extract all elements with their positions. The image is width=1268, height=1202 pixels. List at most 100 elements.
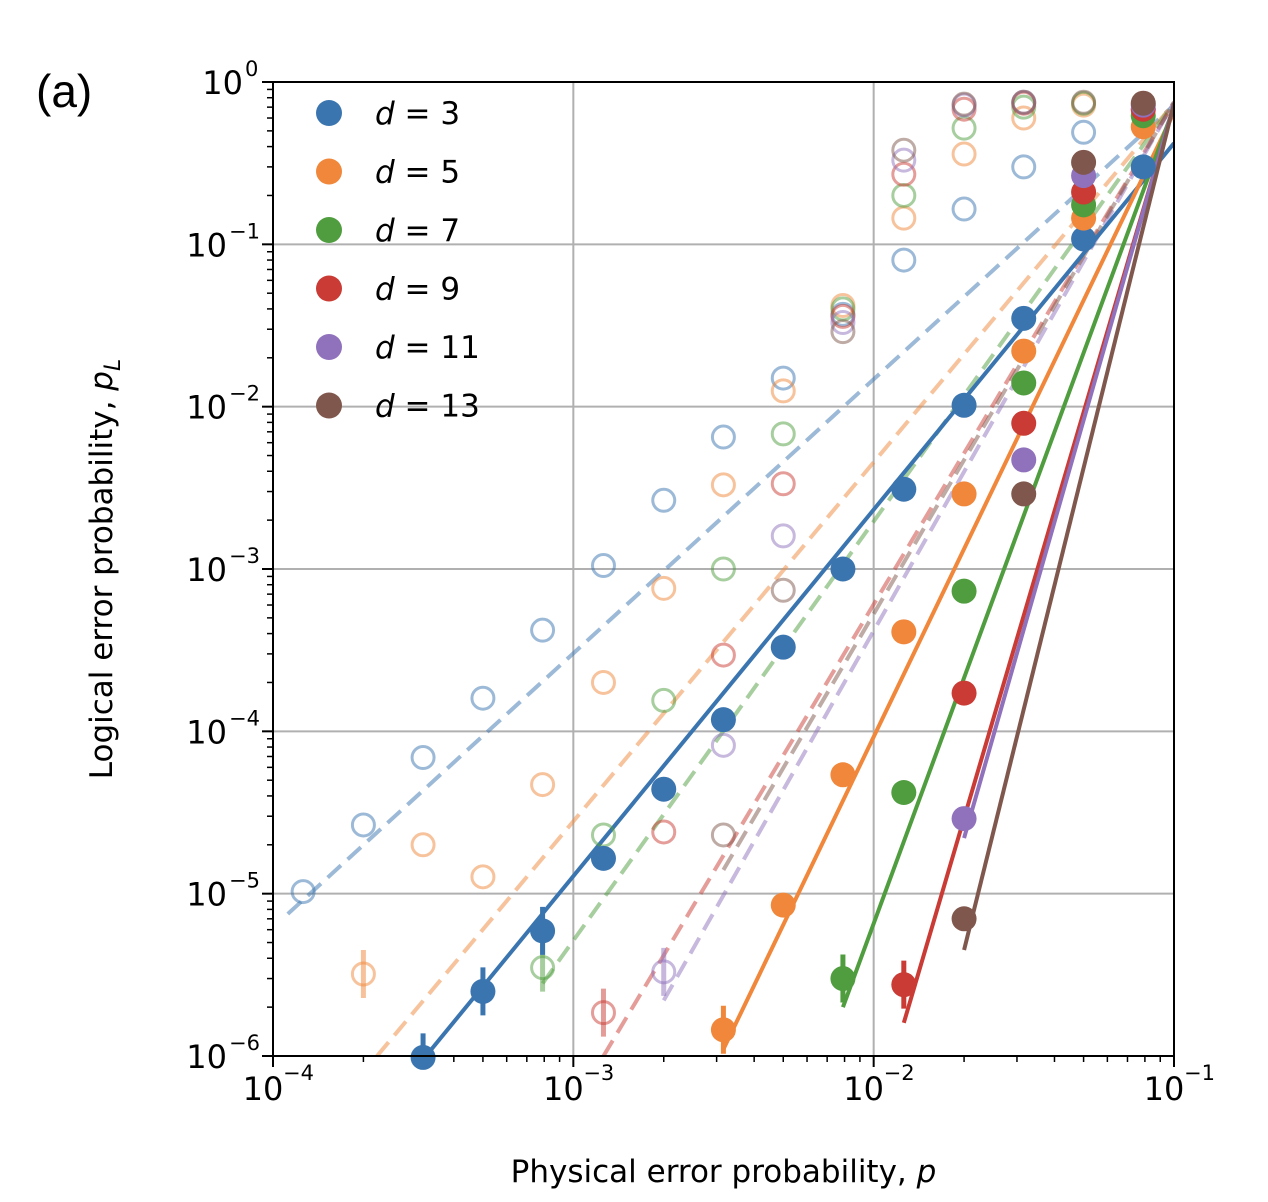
- x-tick-exponent: −2: [884, 1061, 915, 1085]
- open-marker: [710, 732, 736, 758]
- y-tick-base: 10: [186, 1038, 227, 1076]
- solid-fit-d5: [721, 111, 1174, 1051]
- filled-marker: [951, 906, 977, 932]
- dashed-fit-d3: [286, 103, 1174, 916]
- open-marker: [951, 91, 977, 117]
- legend-item-d7: d = 7: [316, 213, 460, 249]
- open-marker: [530, 955, 556, 981]
- legend-label: d = 9: [375, 272, 460, 308]
- y-tick-exponent: −3: [229, 544, 260, 568]
- legend-label: d = 5: [375, 155, 460, 191]
- filled-marker: [1011, 481, 1037, 507]
- legend-label: d = 7: [375, 213, 460, 249]
- legend-marker: [316, 334, 342, 360]
- legend-item-d11: d = 11: [316, 330, 480, 366]
- y-tick-base: 10: [186, 389, 227, 427]
- y-tick-label: 10 0: [202, 57, 258, 102]
- filled-marker: [1130, 154, 1156, 180]
- x-axis-label: Physical error probability, p: [511, 1154, 937, 1190]
- x-tick-exponent: −1: [1184, 1061, 1215, 1085]
- filled-marker: [951, 578, 977, 604]
- x-tick-label: 10 −2: [843, 1061, 914, 1108]
- y-tick-base: 10: [186, 551, 227, 589]
- x-tick-base: 10: [243, 1070, 284, 1108]
- filled-marker: [951, 392, 977, 418]
- filled-marker: [891, 972, 917, 998]
- open-marker: [710, 424, 736, 450]
- open-marker: [350, 961, 376, 987]
- filled-marker: [891, 476, 917, 502]
- filled-marker: [1011, 305, 1037, 331]
- filled-marker: [651, 776, 677, 802]
- legend-item-d13: d = 13: [316, 389, 480, 425]
- y-tick-exponent: 0: [245, 57, 258, 81]
- x-tick-base: 10: [543, 1070, 584, 1108]
- data-markers: [290, 89, 1156, 1070]
- open-marker: [470, 685, 496, 711]
- open-marker: [830, 303, 856, 329]
- x-tick-labels: 10 −4 10 −3 10 −2 10 −1: [243, 1061, 1215, 1108]
- x-tick-exponent: −4: [283, 1061, 314, 1085]
- y-tick-exponent: −2: [229, 382, 260, 406]
- open-marker: [1071, 119, 1097, 145]
- open-marker: [590, 822, 616, 848]
- dashed-fit-d13: [721, 101, 1174, 871]
- fit-lines: [286, 101, 1174, 1056]
- filled-marker: [1130, 90, 1156, 116]
- solid-fit-d11: [962, 103, 1174, 839]
- filled-marker: [1071, 226, 1097, 252]
- open-marker: [951, 196, 977, 222]
- y-tick-exponent: −4: [229, 706, 260, 730]
- filled-marker: [590, 845, 616, 871]
- x-tick-label: 10 −1: [1144, 1061, 1215, 1108]
- filled-marker: [830, 556, 856, 582]
- open-marker: [1011, 154, 1037, 180]
- filled-marker: [410, 1044, 436, 1070]
- solid-fit-d3: [424, 141, 1174, 1056]
- x-tick-base: 10: [843, 1070, 884, 1108]
- x-tick-label: 10 −3: [543, 1061, 614, 1108]
- filled-marker: [830, 762, 856, 788]
- filled-marker: [830, 966, 856, 992]
- legend-marker: [316, 100, 342, 126]
- open-marker: [770, 523, 796, 549]
- panel-label: (a): [36, 65, 93, 117]
- open-marker: [1011, 89, 1037, 115]
- x-tick-label: 10 −4: [243, 1061, 314, 1108]
- legend-marker: [316, 275, 342, 302]
- open-marker: [891, 147, 917, 173]
- y-tick-base: 10: [186, 876, 227, 914]
- legend-item-d9: d = 9: [316, 272, 460, 308]
- open-marker: [1071, 89, 1097, 115]
- y-axis-label: Logical error probability, pL: [84, 359, 126, 779]
- filled-marker: [891, 779, 917, 805]
- open-marker: [710, 822, 736, 848]
- legend-marker: [316, 217, 342, 243]
- filled-marker: [891, 619, 917, 645]
- open-marker: [770, 421, 796, 447]
- filled-marker: [710, 707, 736, 733]
- legend-item-d3: d = 3: [316, 96, 460, 132]
- y-tick-label: 10 −2: [186, 382, 260, 427]
- legend-item-d5: d = 5: [316, 155, 460, 191]
- plot-frame: [272, 81, 1175, 1057]
- y-tick-base: 10: [186, 226, 227, 264]
- open-marker: [770, 378, 796, 404]
- y-tick-label: 10 −1: [186, 219, 260, 264]
- filled-marker: [710, 1017, 736, 1043]
- y-tick-base: 10: [186, 713, 227, 751]
- open-marker: [590, 1000, 616, 1026]
- open-marker: [350, 812, 376, 838]
- dashed-fit-d7: [540, 101, 1174, 985]
- open-marker: [891, 205, 917, 231]
- filled-marker: [1011, 338, 1037, 364]
- filled-marker: [1011, 410, 1037, 436]
- filled-marker: [470, 978, 496, 1004]
- open-marker: [410, 832, 436, 858]
- open-marker: [770, 471, 796, 497]
- open-marker: [530, 772, 556, 798]
- open-marker: [470, 864, 496, 890]
- open-marker: [651, 487, 677, 513]
